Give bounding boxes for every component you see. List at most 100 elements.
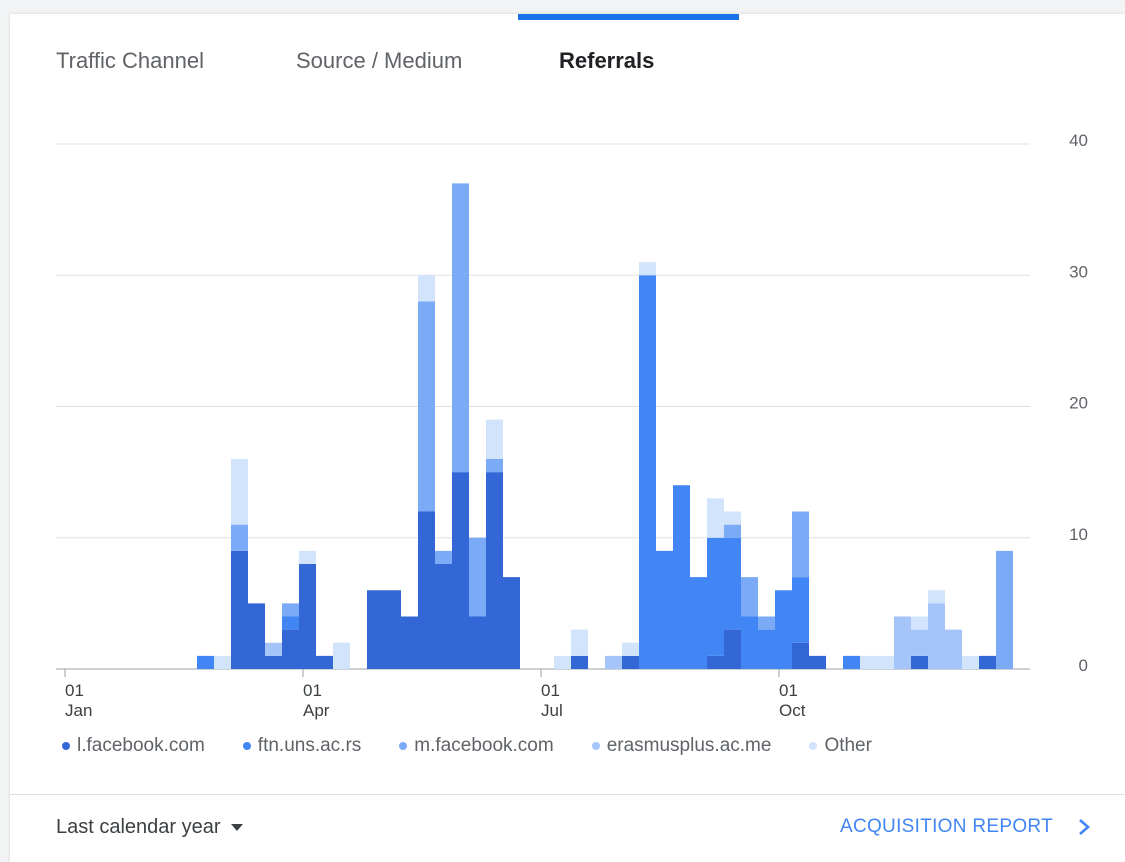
bar-segment[interactable] [486,419,503,459]
bar-segment[interactable] [486,472,503,669]
legend-item-erasmusplus[interactable]: erasmusplus.ac.me [591,734,771,758]
bar-segment[interactable] [860,655,877,669]
bar-segment[interactable] [945,629,962,669]
bar-segment[interactable] [962,655,979,669]
bar-segment[interactable] [622,655,639,669]
bar-segment[interactable] [656,550,673,669]
bar-segment[interactable] [894,616,911,670]
legend-label: Other [824,735,872,756]
bar-segment[interactable] [282,629,299,669]
bar-segment[interactable] [231,550,248,669]
legend-item-other[interactable]: Other [809,734,872,758]
bar-segment[interactable] [911,616,928,630]
bar-segment[interactable] [911,629,928,656]
bar-segment[interactable] [316,655,333,669]
bar-segment[interactable] [639,262,656,276]
bar-segment[interactable] [741,616,758,670]
legend-dot-icon [591,742,600,750]
bar-segment[interactable] [248,603,265,669]
bar-segment[interactable] [996,550,1013,669]
bar-segment[interactable] [299,550,316,564]
legend-item-l-facebook[interactable]: l.facebook.com [62,734,205,758]
legend-label: ftn.uns.ac.rs [257,735,362,756]
tab-bar: Traffic Channel Source / Medium Referral… [10,14,1125,94]
bar-segment[interactable] [367,590,384,669]
bar-segment[interactable] [571,629,588,656]
y-tick-label: 40 [1069,131,1088,150]
bar-segment[interactable] [792,577,809,643]
bar-segment[interactable] [452,472,469,669]
bar-segment[interactable] [418,301,435,512]
x-tick-day-label: 01 [65,681,84,700]
bar-segment[interactable] [333,642,350,669]
bar-segment[interactable] [282,603,299,617]
bar-segment[interactable] [265,642,282,656]
bar-segment[interactable] [724,511,741,525]
bar-segment[interactable] [231,459,248,525]
bar-segment[interactable] [877,655,894,669]
bar-segment[interactable] [758,616,775,630]
bar-segment[interactable] [486,459,503,473]
bar-segment[interactable] [214,655,231,669]
bar-segment[interactable] [928,590,945,604]
bar-segment[interactable] [979,655,996,669]
bar-segment[interactable] [418,275,435,302]
bar-segment[interactable] [231,524,248,551]
date-range-dropdown[interactable]: Last calendar year [56,816,243,839]
bar-segment[interactable] [758,629,775,669]
bar-segment[interactable] [724,629,741,669]
tab-referrals[interactable]: Referrals [559,48,655,73]
bar-segment[interactable] [707,537,724,656]
bar-segment[interactable] [503,577,520,669]
bar-segment[interactable] [622,642,639,656]
bar-segment[interactable] [809,655,826,669]
bar-segment[interactable] [911,655,928,669]
referrals-card: Traffic Channel Source / Medium Referral… [10,14,1125,862]
bar-segment[interactable] [741,577,758,617]
bar-segment[interactable] [673,485,690,669]
active-tab-indicator [518,14,739,20]
bar-segment[interactable] [401,616,418,670]
x-tick-day-label: 01 [779,681,798,700]
bar-segment[interactable] [792,642,809,669]
bar-segment[interactable] [299,564,316,669]
bar-segment[interactable] [707,498,724,538]
footer-divider [10,794,1125,795]
bar-segment[interactable] [605,655,622,669]
tab-source-medium[interactable]: Source / Medium [296,48,463,73]
bar-segment[interactable] [384,590,401,669]
bar-segment[interactable] [724,524,741,538]
bar-segment[interactable] [554,655,571,669]
x-tick-month-label: Apr [303,701,330,720]
bar-segment[interactable] [265,655,282,669]
bar-segment[interactable] [469,616,486,670]
x-tick-month-label: Jul [541,701,563,720]
bar-segment[interactable] [690,577,707,669]
acquisition-report-link[interactable]: ACQUISITION REPORT [840,816,1091,838]
acquisition-report-label: ACQUISITION REPORT [839,816,1053,837]
bar-segment[interactable] [775,590,792,669]
legend-item-ftn-uns[interactable]: ftn.uns.ac.rs [242,734,362,758]
y-axis-ticks: 0 10 20 30 40 [1069,131,1088,675]
y-tick-label: 10 [1069,525,1088,544]
chevron-right-icon [1079,819,1090,835]
bar-segment[interactable] [571,655,588,669]
x-tick-month-label: Oct [779,701,806,720]
legend-item-m-facebook[interactable]: m.facebook.com [399,734,554,758]
bar-segment[interactable] [435,550,452,564]
bar-segment[interactable] [707,655,724,669]
bar-segment[interactable] [418,511,435,670]
tab-traffic-channel[interactable]: Traffic Channel [56,48,204,73]
bar-segment[interactable] [197,655,214,669]
bar-segment[interactable] [724,537,741,630]
bar-segment[interactable] [792,511,809,578]
bar-segment[interactable] [469,537,486,617]
bar-segment[interactable] [282,616,299,630]
bar-segment[interactable] [843,655,860,669]
bar-segment[interactable] [928,603,945,669]
bar-segment[interactable] [452,183,469,473]
bar-segment[interactable] [435,564,452,669]
bar-segment[interactable] [639,275,656,669]
